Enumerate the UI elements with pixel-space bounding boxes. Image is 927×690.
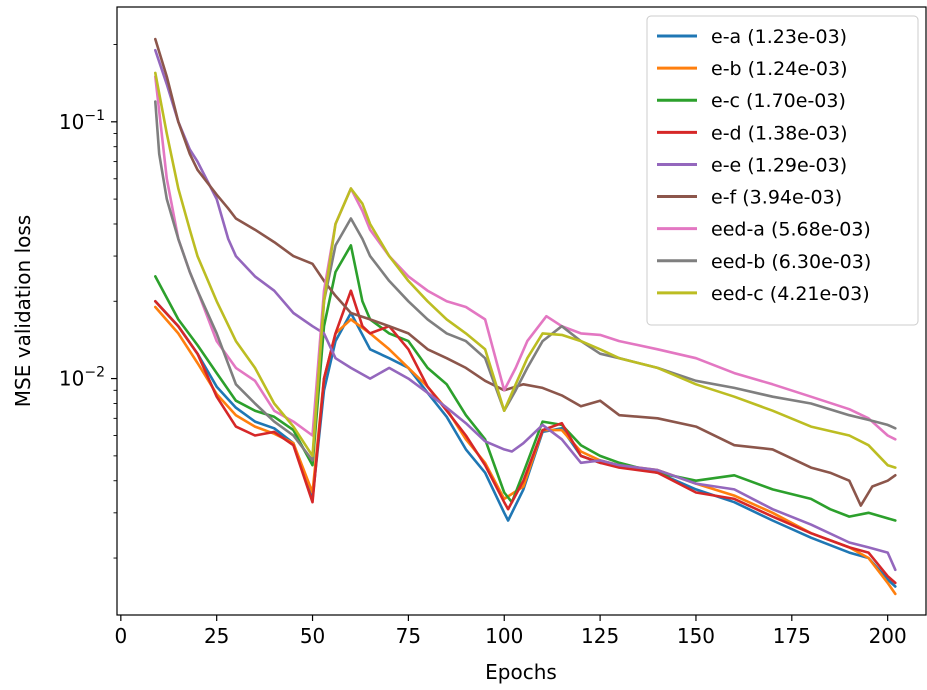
x-tick-label: 200	[869, 624, 907, 648]
legend-label: e-c (1.70e-03)	[711, 90, 846, 112]
series-line-e-e	[154, 48, 897, 572]
y-axis: 10−1 10−2	[59, 44, 117, 559]
series-line-e-d	[154, 289, 897, 585]
x-tick-label: 0	[114, 624, 127, 648]
x-tick-label: 25	[204, 624, 229, 648]
legend-label: e-b (1.24e-03)	[711, 58, 848, 80]
legend-label: e-d (1.38e-03)	[711, 122, 848, 144]
x-axis: 0 25 50 75 100 125 150 175 200	[114, 615, 907, 648]
y-tick-label: 10−1	[59, 108, 105, 134]
series-line-eed-b	[154, 100, 897, 462]
legend-label: e-f (3.94e-03)	[711, 187, 842, 209]
series-line-e-f	[154, 37, 897, 507]
y-axis-title: MSE validation loss	[11, 215, 35, 407]
y-tick-label: 10−2	[59, 365, 105, 391]
x-tick-label: 175	[773, 624, 811, 648]
series-line-eed-c	[154, 71, 897, 469]
legend-label: e-a (1.23e-03)	[711, 26, 847, 48]
x-tick-label: 50	[300, 624, 325, 648]
legend-label: eed-b (6.30e-03)	[711, 251, 871, 273]
legend-label: eed-a (5.68e-03)	[711, 219, 871, 241]
x-tick-label: 75	[396, 624, 421, 648]
x-tick-label: 100	[485, 624, 523, 648]
series-line-e-b	[154, 305, 897, 596]
series-layer	[154, 37, 897, 596]
legend: e-a (1.23e-03) e-b (1.24e-03) e-c (1.70e-0…	[646, 15, 919, 326]
plot-frame	[116, 6, 927, 616]
x-tick-label: 150	[677, 624, 715, 648]
plot-area	[116, 6, 927, 616]
series-line-e-c	[154, 244, 897, 522]
x-axis-title: Epochs	[485, 660, 557, 684]
series-line-eed-a	[154, 75, 897, 441]
legend-box	[646, 15, 919, 326]
series-line-e-a	[154, 300, 897, 588]
legend-label: eed-c (4.21e-03)	[711, 283, 870, 305]
x-tick-label: 125	[581, 624, 619, 648]
legend-label: e-e (1.29e-03)	[711, 154, 847, 176]
